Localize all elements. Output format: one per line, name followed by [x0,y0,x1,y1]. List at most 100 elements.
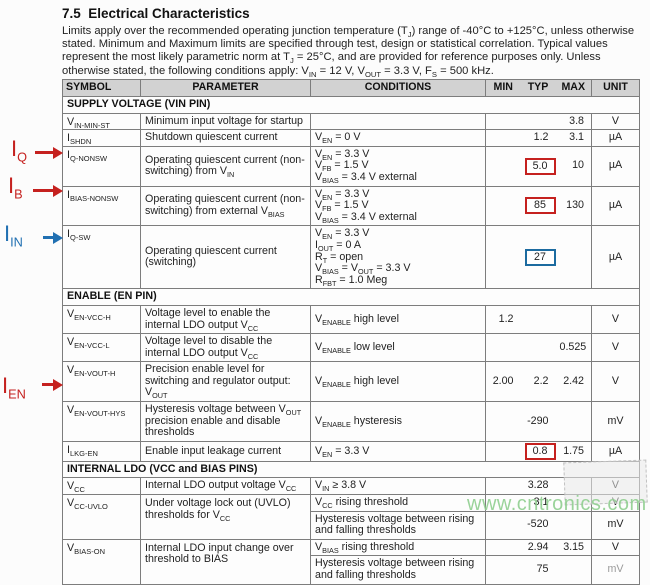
unit-cell: V [591,304,640,335]
header-conditions: CONDITIONS [310,79,486,97]
max-cell: 3.15 [555,538,592,557]
parameter-cell: Internal LDO input change over threshold… [140,538,311,585]
parameter-cell: Enable input leakage current [140,440,311,462]
annotation-iin-label: IIN [4,221,23,250]
annotation-ib-arrow [33,184,63,197]
table-row: VIN-MIN-ST Minimum input voltage for sta… [62,112,640,131]
table-row: ISHDN Shutdown quiescent current VEN = 0… [62,129,640,147]
symbol-cell: VEN-VOUT-HYS [62,401,141,442]
max-cell [555,510,592,540]
section-title: ENABLE (EN PIN) [62,288,640,306]
max-cell: 130 [555,185,592,227]
conditions-cell: VENABLE high level [310,304,486,335]
table-row: IQ-NONSW Operating quiescent current (no… [62,145,640,187]
table-row: VBIAS-ON Internal LDO input change over … [62,538,640,585]
table-row: VEN-VCC-L Voltage level to disable the i… [62,333,640,363]
typ-cell: 2.2 [520,361,556,403]
section-header-row: INTERNAL LDO (VCC and BIAS PINS) [62,460,640,479]
annotation-ien-label: IEN [2,373,26,402]
min-cell: 1.2 [485,304,521,335]
parameter-cell: Voltage level to disable the internal LD… [140,333,311,363]
min-cell [485,185,521,227]
parameter-cell: Operating quiescent current (switching) [140,225,311,290]
header-symbol: SYMBOL [62,79,141,97]
symbol-cell: VBIAS-ON [62,538,141,585]
min-cell [485,112,521,131]
header-min: MIN [485,79,521,97]
intro-paragraph: Limits apply over the recommended operat… [62,25,635,79]
min-cell [485,225,521,290]
table-row: IBIAS-NONSW Operating quiescent current … [62,185,640,227]
unit-cell: V [591,333,640,363]
highlight-box-red: 5.0 [524,157,556,175]
typ-cell: 85 [520,185,556,227]
conditions-cell: VENABLE hysteresis [310,401,486,442]
unit-cell: µA [591,185,640,227]
section-title: INTERNAL LDO (VCC and BIAS PINS) [62,460,640,479]
max-cell: 2.42 [555,361,592,403]
max-cell [555,225,592,290]
unit-cell: µA [591,225,640,290]
watermark-text: www.cntronics.com [467,493,647,515]
max-cell: 3.8 [555,112,592,131]
annotation-iq-label: IQ [11,136,28,165]
header-parameter: PARAMETER [140,79,311,97]
symbol-cell: VCC-UVLO [62,494,141,540]
max-cell [555,304,592,335]
typ-cell [520,304,556,335]
conditions-cell: Hysteresis voltage between rising and fa… [310,510,486,540]
conditions-cell: VCC rising threshold [310,494,486,512]
min-cell [485,129,521,147]
conditions-cell: Hysteresis voltage between rising and fa… [310,555,486,585]
min-cell [485,401,521,442]
symbol-cell: ILKG-EN [62,440,141,462]
min-cell [485,440,521,462]
typ-cell: -520 [520,510,556,540]
unit-cell: µA [591,440,640,462]
highlight-box-red: 0.8 [524,442,556,460]
table-row: VEN-VOUT-HYS Hysteresis voltage between … [62,401,640,442]
typ-cell: 75 [520,555,556,585]
symbol-cell: ISHDN [62,129,141,147]
page-title: 7.5 Electrical Characteristics [62,6,250,21]
conditions-cell: VEN = 3.3 V [310,440,486,462]
parameter-cell: Shutdown quiescent current [140,129,311,147]
table-row: VEN-VOUT-H Precision enable level for sw… [62,361,640,403]
typ-cell: 2.94 [520,538,556,557]
unit-cell: V [591,361,640,403]
conditions-cell: VEN = 3.3 V IOUT = 0 A RT = open VBIAS =… [310,225,486,290]
max-cell: 1.75 [555,440,592,462]
highlight-box-blue: 27 [524,248,556,266]
max-cell [555,401,592,442]
conditions-cell: VIN ≥ 3.8 V [310,477,486,496]
conditions-cell: VEN = 3.3 V VFB = 1.5 V VBIAS = 3.4 V ex… [310,145,486,187]
typ-cell: 5.0 [520,145,556,187]
symbol-cell: VEN-VCC-H [62,304,141,335]
unit-cell: V [591,538,640,557]
symbol-cell: IBIAS-NONSW [62,185,141,227]
section-title: SUPPLY VOLTAGE (VIN PIN) [62,96,640,114]
typ-cell: 1.2 [520,129,556,147]
symbol-cell: IQ-NONSW [62,145,141,187]
typ-cell: -290 [520,401,556,442]
min-cell [485,333,521,363]
section-header-row: ENABLE (EN PIN) [62,288,640,306]
parameter-cell: Voltage level to enable the internal LDO… [140,304,311,335]
section-header-row: SUPPLY VOLTAGE (VIN PIN) [62,96,640,114]
conditions-cell: VBIAS rising threshold [310,538,486,557]
min-cell: 2.00 [485,361,521,403]
typ-cell: 27 [520,225,556,290]
symbol-cell: IQ-SW [62,225,141,290]
min-cell [485,555,521,585]
parameter-cell: Operating quiescent current (non-switchi… [140,145,311,187]
conditions-cell: VEN = 3.3 V VFB = 1.5 V VBIAS = 3.4 V ex… [310,185,486,227]
conditions-cell: VENABLE high level [310,361,486,403]
unit-cell: mV [591,510,640,540]
unit-cell: mV [591,401,640,442]
symbol-cell: VIN-MIN-ST [62,112,141,131]
min-cell [485,145,521,187]
header-unit: UNIT [591,79,640,97]
table-row: IQ-SW Operating quiescent current (switc… [62,225,640,290]
table-row: VEN-VCC-H Voltage level to enable the in… [62,304,640,335]
max-cell [555,555,592,585]
